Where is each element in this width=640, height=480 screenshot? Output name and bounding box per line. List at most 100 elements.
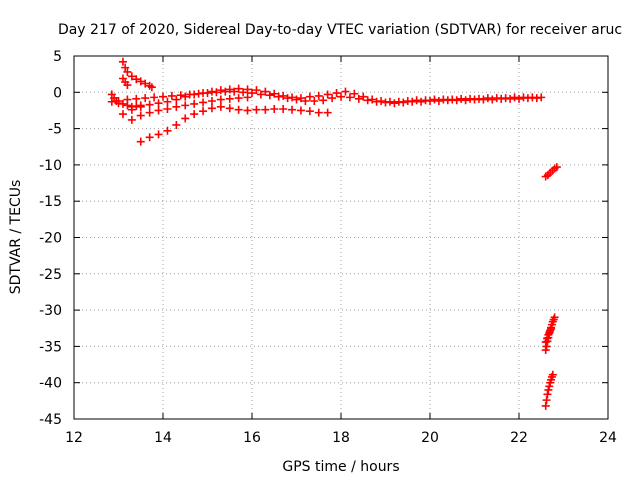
data-point — [470, 95, 479, 104]
data-point — [190, 110, 199, 119]
data-point — [345, 93, 354, 102]
data-point — [543, 334, 552, 343]
data-point — [141, 94, 150, 103]
series-6 — [127, 93, 252, 124]
data-point — [372, 97, 381, 106]
data-point — [163, 104, 172, 113]
plot-frame — [73, 55, 609, 420]
data-point — [457, 94, 466, 103]
data-point — [479, 95, 488, 104]
data-point — [274, 92, 283, 101]
data-point — [319, 96, 328, 105]
data-point — [123, 95, 132, 104]
data-point — [136, 77, 145, 86]
data-point — [323, 108, 332, 117]
data-point — [443, 96, 452, 105]
x-tick-label: 24 — [599, 430, 617, 446]
data-point — [114, 97, 123, 106]
series-8 — [541, 163, 561, 181]
data-point — [118, 57, 127, 66]
data-point — [239, 88, 248, 97]
data-point — [488, 95, 497, 104]
data-point — [541, 338, 550, 347]
data-points — [107, 57, 561, 410]
data-point — [288, 105, 297, 114]
data-point — [147, 83, 156, 92]
series-1 — [118, 57, 156, 92]
data-point — [132, 94, 141, 103]
data-point — [305, 107, 314, 116]
data-point — [506, 94, 515, 103]
data-point — [314, 108, 323, 117]
data-point — [550, 313, 559, 322]
y-tick-label: -45 — [39, 412, 62, 428]
data-point — [390, 99, 399, 108]
data-point — [199, 107, 208, 116]
data-point — [543, 390, 552, 399]
data-point — [337, 92, 345, 101]
x-tick-label: 16 — [243, 430, 261, 446]
data-point — [163, 126, 172, 135]
data-point — [412, 96, 421, 105]
data-point — [283, 94, 292, 103]
data-point — [265, 91, 274, 100]
data-point — [234, 84, 243, 93]
data-point — [417, 97, 426, 106]
data-point — [136, 137, 145, 146]
data-point — [172, 102, 181, 111]
y-tick-label: -5 — [48, 122, 62, 138]
data-point — [452, 96, 461, 105]
data-point — [154, 130, 163, 139]
y-tick-label: -10 — [39, 158, 62, 174]
data-point — [430, 95, 439, 104]
data-point — [159, 92, 167, 101]
data-point — [118, 110, 127, 119]
data-point — [323, 90, 332, 99]
data-point — [256, 90, 265, 99]
data-point — [243, 106, 252, 115]
data-point — [154, 99, 163, 108]
data-point — [305, 92, 314, 101]
data-point — [225, 94, 234, 103]
series-10 — [541, 324, 556, 347]
data-point — [296, 106, 305, 115]
data-point — [132, 75, 141, 84]
data-point — [497, 94, 506, 103]
data-point — [216, 86, 225, 95]
data-point — [181, 92, 190, 101]
data-point — [136, 111, 145, 120]
data-point — [185, 90, 194, 99]
data-point — [118, 99, 127, 108]
x-tick-label: 22 — [510, 430, 528, 446]
data-point — [461, 96, 470, 105]
x-tick-label: 12 — [65, 430, 83, 446]
data-point — [341, 87, 350, 96]
data-point — [363, 96, 372, 105]
data-point — [328, 94, 337, 103]
data-point — [252, 86, 261, 95]
data-point — [230, 87, 239, 96]
data-point — [545, 382, 554, 391]
data-point — [212, 88, 221, 97]
data-point — [483, 94, 492, 103]
data-point — [301, 97, 310, 106]
data-point — [261, 105, 270, 114]
data-point — [252, 105, 261, 114]
data-point — [194, 89, 203, 98]
grid-lines — [74, 56, 608, 419]
data-point — [216, 95, 225, 104]
data-point — [216, 102, 225, 111]
data-point — [207, 97, 216, 106]
x-tick-label: 14 — [154, 430, 172, 446]
data-point — [145, 133, 154, 142]
data-point — [426, 97, 434, 106]
y-tick-label: -35 — [39, 339, 62, 355]
data-point — [434, 97, 443, 106]
series-11 — [541, 370, 557, 410]
x-tick-label: 18 — [332, 430, 350, 446]
data-point — [145, 108, 154, 117]
y-tick-label: -20 — [39, 231, 62, 247]
data-point — [270, 89, 279, 98]
data-point — [234, 94, 243, 103]
